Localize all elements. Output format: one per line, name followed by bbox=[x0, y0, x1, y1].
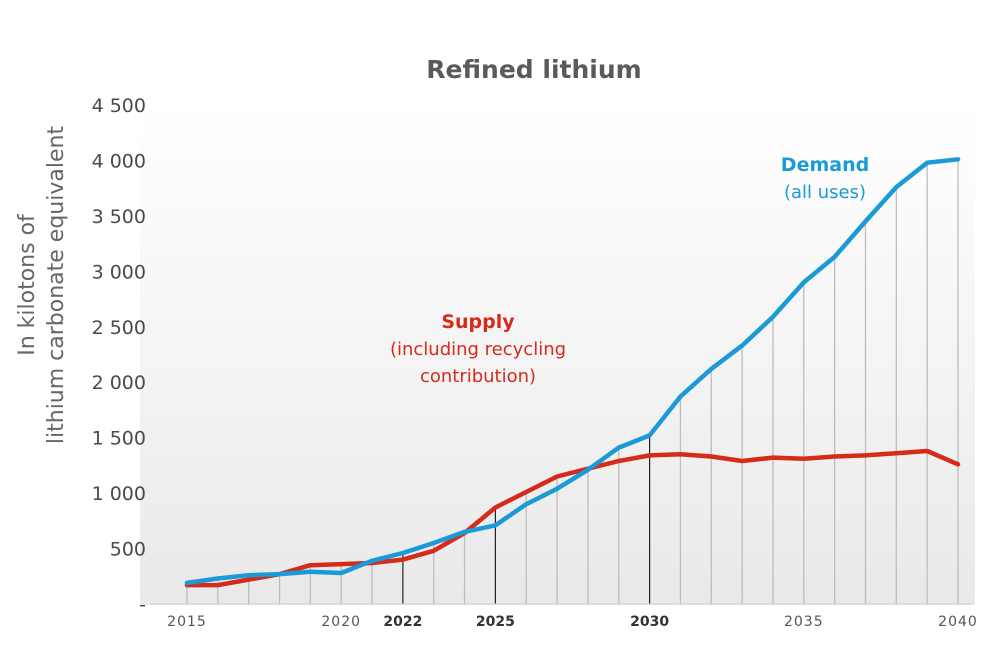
legend-supply-name: Supply bbox=[441, 311, 515, 333]
legend-supply-note-line-2: contribution) bbox=[420, 366, 536, 387]
y-tick-label: 4 500 bbox=[92, 95, 146, 117]
x-tick-label: 2040 bbox=[938, 614, 978, 630]
x-tick-label: 2030 bbox=[630, 614, 669, 630]
legend-demand-note: (all uses) bbox=[784, 182, 866, 203]
y-axis-label-line-1: In kilotons of bbox=[15, 213, 40, 356]
legend-demand-name: Demand bbox=[781, 154, 869, 176]
y-axis-ticks: - 500 1 000 1 500 2 000 2 500 3 000 3 500 4 000 4… bbox=[92, 95, 146, 616]
series-line-supply bbox=[184, 448, 961, 588]
y-tick-label: 3 500 bbox=[92, 206, 146, 228]
legend-supply: Supply (including recycling contribution… bbox=[390, 311, 566, 387]
series-line-demand bbox=[184, 157, 961, 586]
legend-supply-note-line-1: (including recycling bbox=[390, 339, 566, 360]
y-tick-label: 1 500 bbox=[92, 428, 146, 450]
y-tick-label: 500 bbox=[110, 539, 146, 561]
chart-title: Refined lithium bbox=[426, 55, 641, 84]
y-tick-label: 4 000 bbox=[92, 150, 146, 172]
y-tick-label: - bbox=[139, 594, 146, 616]
x-axis-ticks: 2015 2020 2022 2025 2030 2035 2040 bbox=[167, 614, 978, 630]
y-axis-label-line-2: lithium carbonate equivalent bbox=[44, 126, 69, 445]
x-tick-label: 2020 bbox=[321, 614, 361, 630]
x-tick-label: 2022 bbox=[383, 614, 422, 630]
year-gridlines bbox=[150, 159, 972, 605]
series-lines bbox=[184, 157, 961, 588]
y-tick-label: 2 500 bbox=[92, 317, 146, 339]
y-tick-label: 3 000 bbox=[92, 261, 146, 283]
x-tick-label: 2015 bbox=[167, 614, 207, 630]
x-tick-label: 2025 bbox=[476, 614, 515, 630]
x-tick-label: 2035 bbox=[784, 614, 824, 630]
y-tick-label: 1 000 bbox=[92, 483, 146, 505]
legend-demand: Demand (all uses) bbox=[781, 154, 869, 203]
y-tick-label: 2 000 bbox=[92, 372, 146, 394]
